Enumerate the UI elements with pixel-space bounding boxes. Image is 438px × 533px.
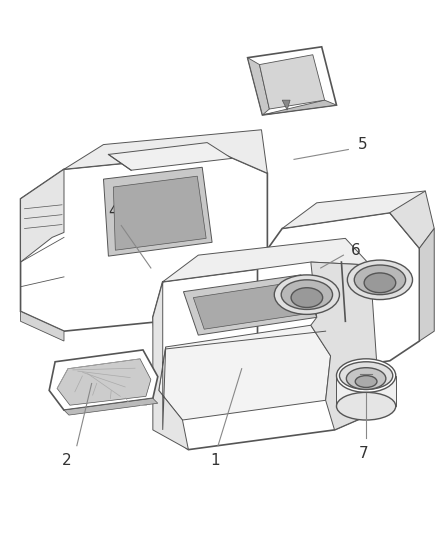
Text: 5: 5 [358,137,368,152]
Polygon shape [247,58,269,115]
Polygon shape [21,169,64,262]
Polygon shape [282,191,425,248]
Polygon shape [311,262,380,430]
Polygon shape [259,55,325,109]
Polygon shape [420,229,434,341]
Polygon shape [103,167,212,256]
Polygon shape [64,130,267,173]
Ellipse shape [274,275,339,314]
Polygon shape [163,238,370,282]
Ellipse shape [346,368,386,390]
Polygon shape [153,282,188,450]
Polygon shape [64,398,158,415]
Polygon shape [153,262,380,450]
Polygon shape [159,325,331,420]
Polygon shape [390,191,434,248]
Ellipse shape [355,376,377,387]
Ellipse shape [339,362,393,390]
Ellipse shape [336,359,396,392]
Polygon shape [57,359,151,405]
Polygon shape [247,47,336,115]
Polygon shape [21,311,64,341]
Polygon shape [193,282,309,329]
Ellipse shape [281,280,332,310]
Ellipse shape [364,273,396,293]
Ellipse shape [336,392,396,420]
Polygon shape [336,376,396,406]
Polygon shape [258,213,420,376]
Polygon shape [49,350,158,410]
Polygon shape [113,176,206,250]
Text: 1: 1 [210,453,220,467]
Polygon shape [109,143,232,170]
Text: 4: 4 [109,204,118,219]
Ellipse shape [347,260,413,300]
Polygon shape [262,100,336,115]
Polygon shape [184,275,317,335]
Polygon shape [282,100,290,110]
Ellipse shape [291,288,323,308]
Polygon shape [21,154,267,331]
Text: 6: 6 [351,243,361,258]
Text: 2: 2 [62,453,72,467]
Text: 7: 7 [358,446,368,461]
Ellipse shape [354,265,406,295]
